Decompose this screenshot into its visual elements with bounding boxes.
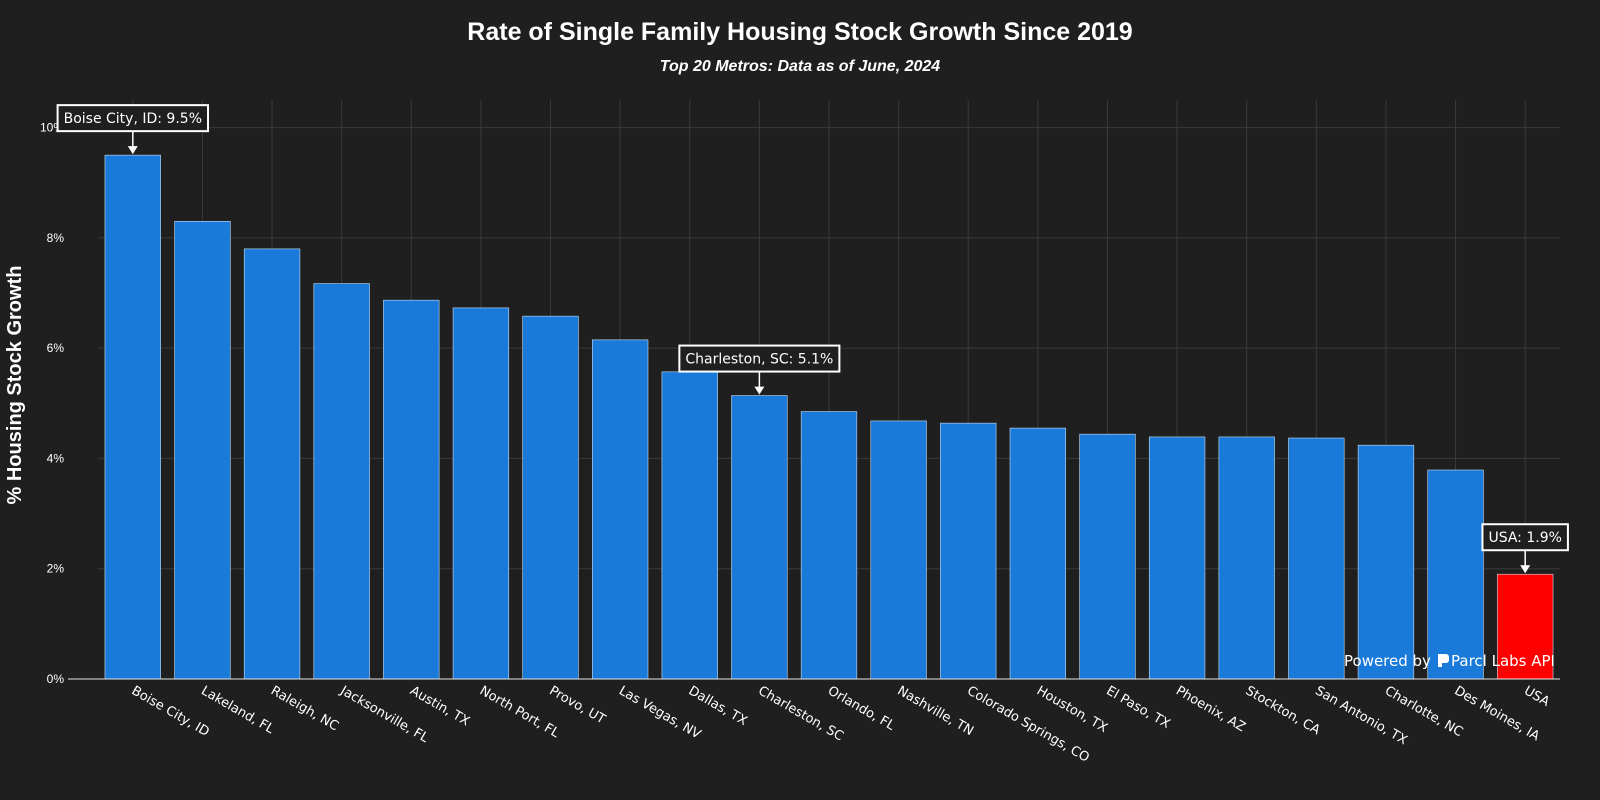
- bar[interactable]: [452, 307, 510, 680]
- annotation-arrow-head: [127, 146, 138, 155]
- bar[interactable]: [1218, 436, 1275, 680]
- bar[interactable]: [243, 248, 301, 680]
- bar[interactable]: [800, 411, 858, 680]
- bar[interactable]: [1357, 444, 1415, 680]
- y-axis-label: % Housing Stock Growth: [4, 266, 26, 505]
- watermark-brand: Parcl Labs API: [1451, 652, 1555, 670]
- bar[interactable]: [104, 154, 161, 680]
- watermark: Powered by Parcl Labs API: [1344, 652, 1555, 670]
- bar[interactable]: [383, 299, 440, 680]
- bar[interactable]: [591, 339, 649, 680]
- chart-title: Rate of Single Family Housing Stock Grow…: [467, 18, 1132, 46]
- bar[interactable]: [174, 221, 231, 680]
- y-axis-ticks: 0%2%4%6%8%10%: [40, 121, 64, 686]
- x-tick-label: Phoenix, AZ: [1173, 683, 1248, 735]
- y-tick-label: 2%: [47, 562, 65, 576]
- x-tick-label: Nashville, TN: [895, 683, 976, 739]
- y-tick-label: 4%: [47, 451, 65, 465]
- x-tick-label: Stockton, CA: [1243, 683, 1323, 738]
- parcl-logo-icon: [1438, 654, 1449, 667]
- bar[interactable]: [522, 315, 579, 680]
- annotation: USA: 1.9%: [1481, 523, 1569, 574]
- chart-subtitle: Top 20 Metros: Data as of June, 2024: [660, 58, 940, 75]
- bar[interactable]: [940, 422, 997, 680]
- x-tick-label: USA: [1521, 683, 1552, 709]
- bar[interactable]: [1148, 436, 1206, 680]
- y-tick-label: 8%: [47, 231, 65, 245]
- bar[interactable]: [1079, 433, 1136, 680]
- annotation-label: Boise City, ID: 9.5%: [64, 111, 202, 127]
- annotations-layer: Boise City, ID: 9.5% Charleston, SC: 5.1%…: [56, 104, 1569, 574]
- x-tick-label: Colorado Springs, CO: [964, 683, 1091, 765]
- bar[interactable]: [1009, 427, 1067, 680]
- bar[interactable]: [313, 283, 370, 680]
- y-tick-label: 6%: [47, 341, 65, 355]
- watermark-prefix: Powered by: [1344, 652, 1431, 670]
- bar[interactable]: [731, 395, 788, 680]
- x-tick-label: Raleigh, NC: [268, 683, 341, 734]
- y-tick-label: 0%: [47, 672, 65, 686]
- annotation-arrow-head: [754, 386, 765, 395]
- x-tick-label: Boise City, ID: [129, 683, 212, 739]
- bar[interactable]: [1288, 437, 1345, 680]
- bar[interactable]: [661, 371, 718, 680]
- bar[interactable]: [870, 420, 927, 680]
- annotation: Boise City, ID: 9.5%: [56, 104, 210, 155]
- annotation-label: Charleston, SC: 5.1%: [685, 352, 833, 368]
- x-tick-label: El Paso, TX: [1103, 683, 1172, 732]
- annotation-label: USA: 1.9%: [1488, 530, 1561, 546]
- annotation: Charleston, SC: 5.1%: [678, 344, 841, 395]
- x-tick-label: Austin, TX: [407, 683, 472, 729]
- annotation-box: [56, 104, 210, 133]
- bars-layer: [68, 154, 1560, 680]
- x-tick-label: Provo, UT: [547, 683, 608, 727]
- annotation-arrow-head: [1520, 565, 1531, 574]
- annotation-box: [678, 344, 841, 373]
- x-tick-label: Dallas, TX: [686, 683, 750, 729]
- bar[interactable]: [1427, 469, 1484, 680]
